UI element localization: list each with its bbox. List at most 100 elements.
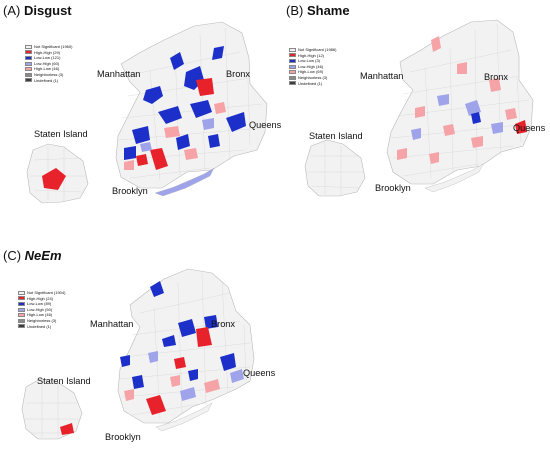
cluster-low-low xyxy=(158,106,182,124)
legend-item: Not Significant (1960) xyxy=(25,44,72,50)
legend-label: Undefined (1) xyxy=(34,77,59,83)
cluster-low-high xyxy=(437,94,449,106)
cluster-low-high xyxy=(411,128,421,140)
staten-island-shape xyxy=(21,378,83,440)
cluster-legend: Not Significant (1960) High-High (29) Low-… xyxy=(25,44,72,83)
swatch-high-high-icon xyxy=(25,50,32,55)
swatch-low-low-icon xyxy=(25,55,32,60)
legend-item: Low-Low (3) xyxy=(289,58,336,64)
cluster-low-high xyxy=(491,122,503,134)
legend-item: Neighborless (3) xyxy=(18,318,65,324)
legend-item: Low-High (50) xyxy=(18,307,65,313)
legend-label: Low-Low (121) xyxy=(34,55,61,61)
cluster-low-low xyxy=(132,126,150,144)
swatch-low-low-icon xyxy=(18,301,25,306)
mainland-shape xyxy=(117,268,255,424)
legend-label: Not Significant (1960) xyxy=(34,44,73,49)
nyc-map xyxy=(304,19,534,197)
panel-title-text: Shame xyxy=(306,3,350,18)
legend-label: Low-High (50) xyxy=(27,306,53,312)
cluster-high-high xyxy=(146,395,166,415)
swatch-low-high-icon xyxy=(25,61,32,66)
lisa-clusters xyxy=(60,281,244,435)
legend-item: High-High (12) xyxy=(289,53,336,59)
legend-label: Undefined (1) xyxy=(298,80,323,86)
label-queens: Queens xyxy=(243,368,276,378)
legend-item: Low-Low (121) xyxy=(25,55,72,61)
swatch-high-low-icon xyxy=(25,67,32,72)
rockaway-shape xyxy=(155,402,213,432)
legend-item: Not Significant (1904) xyxy=(18,290,65,296)
legend-label: High-Low (46) xyxy=(34,66,60,72)
label-manhattan: Manhattan xyxy=(97,69,141,79)
swatch-not-significant-icon xyxy=(25,44,32,49)
legend-label: High-Low (46) xyxy=(27,312,53,318)
label-staten-island: Staten Island xyxy=(37,376,91,386)
legend-label: High-High (24) xyxy=(27,295,54,301)
lisa-clusters xyxy=(397,36,527,164)
legend-item: Undefined (1) xyxy=(18,324,65,330)
legend-label: Neighborless (3) xyxy=(34,71,64,77)
legend-label: Neighborless (3) xyxy=(27,317,57,323)
label-staten-island: Staten Island xyxy=(309,131,363,141)
cluster-legend: Not Significant (1986) High-High (12) Low-… xyxy=(289,47,336,86)
cluster-low-low xyxy=(120,355,130,367)
cluster-low-high xyxy=(148,351,158,363)
legend-item: Undefined (1) xyxy=(289,81,336,87)
cluster-high-low xyxy=(184,148,198,160)
cluster-high-high xyxy=(42,168,66,190)
legend-label: Low-High (60) xyxy=(34,60,60,66)
panel-title-text: NeEm xyxy=(24,248,62,263)
swatch-high-high-icon xyxy=(289,53,296,58)
nyc-map xyxy=(21,268,255,440)
swatch-high-low-icon xyxy=(18,313,25,318)
label-manhattan: Manhattan xyxy=(360,71,404,81)
swatch-undefined-icon xyxy=(25,78,32,83)
cluster-low-low xyxy=(212,46,224,60)
swatch-high-low-icon xyxy=(289,70,296,75)
cluster-high-low xyxy=(431,36,441,52)
panel-shame: (B) Shame Not S xyxy=(275,0,550,227)
label-brooklyn: Brooklyn xyxy=(112,186,148,196)
cluster-high-high xyxy=(136,154,148,166)
legend-item: High-Low (69) xyxy=(289,69,336,75)
legend-item: Neighborless (3) xyxy=(289,75,336,81)
panel-letter: (B) xyxy=(286,3,304,18)
cluster-high-low xyxy=(124,389,134,401)
cluster-low-high xyxy=(465,100,481,116)
cluster-low-low xyxy=(143,86,163,104)
cluster-low-low xyxy=(132,375,144,389)
cluster-low-low xyxy=(176,134,190,150)
cluster-high-low xyxy=(170,375,180,387)
legend-label: High-High (29) xyxy=(34,49,61,55)
cluster-low-low xyxy=(124,146,136,160)
cluster-high-low xyxy=(429,152,439,164)
cluster-low-low xyxy=(220,353,236,371)
rockaway-shape xyxy=(154,167,215,197)
cluster-high-low xyxy=(415,106,425,118)
cluster-high-low xyxy=(204,379,220,393)
legend-label: Not Significant (1986) xyxy=(298,47,337,52)
legend-label: High-Low (69) xyxy=(298,69,324,75)
cluster-legend: Not Significant (1904) High-High (24) Low-… xyxy=(18,290,65,329)
cluster-high-high xyxy=(196,327,212,347)
cluster-low-low xyxy=(170,52,184,70)
cluster-low-low xyxy=(178,319,196,337)
cluster-high-high xyxy=(150,148,168,170)
legend-item: High-Low (46) xyxy=(25,66,72,72)
cluster-low-high xyxy=(140,142,152,152)
cluster-high-low xyxy=(489,78,501,92)
cluster-low-low xyxy=(150,281,164,297)
panel-letter: (C) xyxy=(3,248,22,263)
cluster-low-low xyxy=(162,335,176,347)
cluster-low-high xyxy=(180,387,196,401)
panel-title: (B) Shame xyxy=(286,3,350,18)
legend-item: Low-High (46) xyxy=(289,64,336,70)
swatch-high-high-icon xyxy=(18,296,25,301)
legend-label: Low-Low (3) xyxy=(298,58,321,64)
cluster-high-high xyxy=(174,357,186,369)
label-bronx: Bronx xyxy=(226,69,251,79)
nyc-map xyxy=(26,21,268,204)
cluster-high-low xyxy=(214,102,226,114)
legend-label: Low-High (46) xyxy=(298,63,324,69)
